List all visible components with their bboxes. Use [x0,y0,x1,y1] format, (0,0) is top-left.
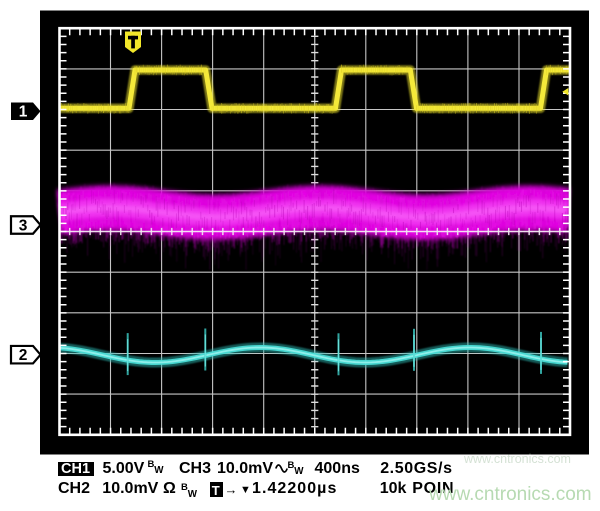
svg-text:3: 3 [19,218,28,235]
svg-text:1: 1 [19,104,28,121]
svg-text:2: 2 [19,347,28,364]
